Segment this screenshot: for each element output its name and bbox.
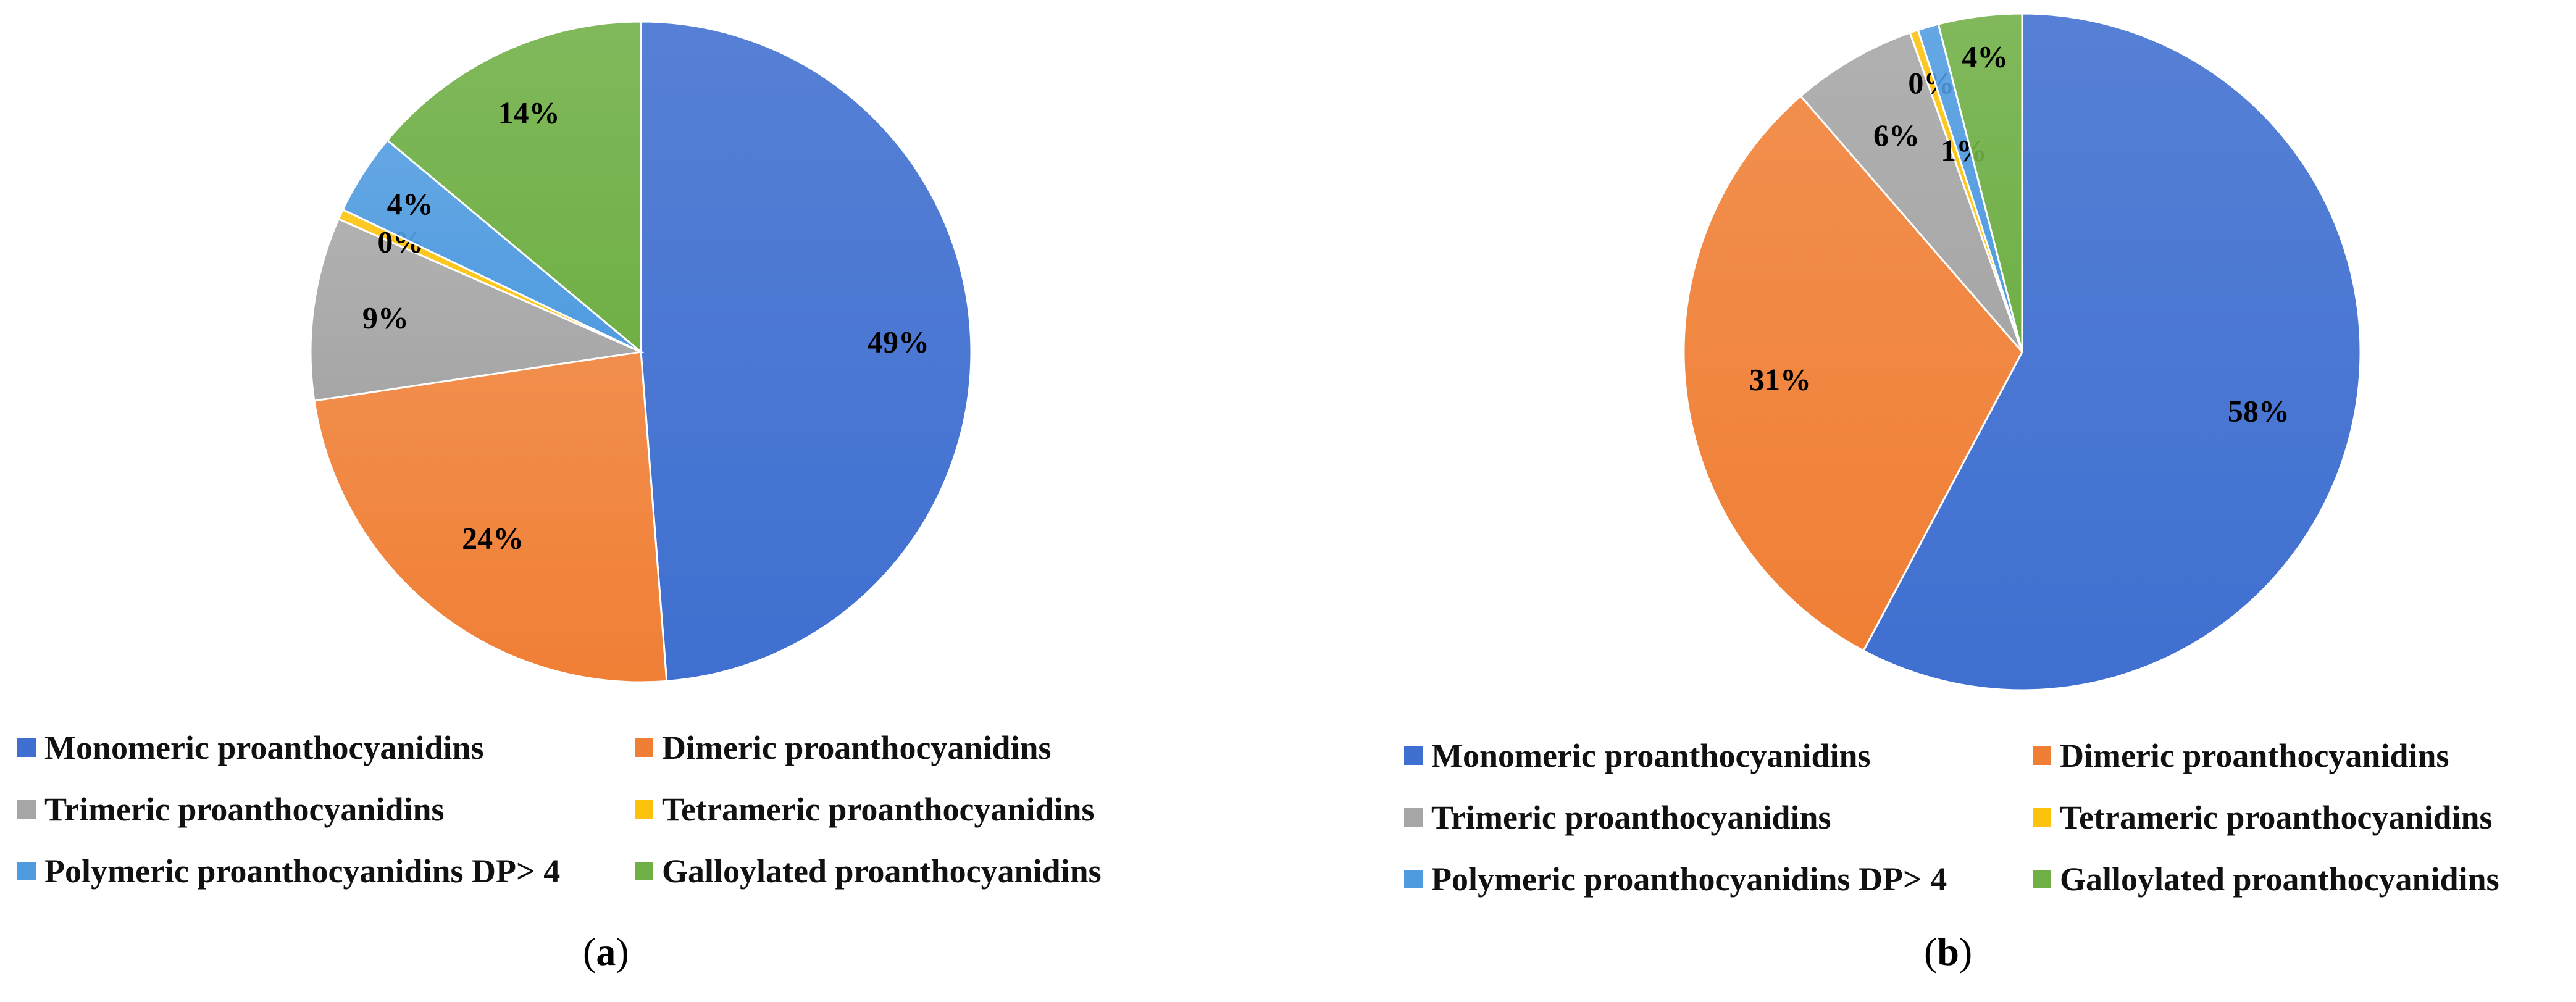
legend-item: Dimeric proanthocyanidins [2033,737,2449,775]
caption-b-letter: b [1937,930,1959,974]
legend-label: Monomeric proanthocyanidins [44,729,484,766]
slice-data-label: 24% [462,520,524,555]
slice-data-label: 4% [387,186,433,221]
pie-slice-monomeric-proanthocyanidins [640,20,972,682]
caption-b: (b) [1924,930,1973,974]
legend-item: Polymeric proanthocyanidins DP> 4 [1404,860,1947,898]
legend-item: Monomeric proanthocyanidins [17,729,484,767]
slice-data-label: 58% [2228,393,2290,428]
panel-a: 49% 24% 9% 0% 4% 14% Monomeric proanthocyanid… [17,20,1102,974]
legend-label: Polymeric proanthocyanidins DP> 4 [1431,861,1947,898]
legend-item: Trimeric proanthocyanidins [17,790,445,829]
legend-label: Dimeric proanthocyanidins [2060,737,2449,774]
legend-label: Monomeric proanthocyanidins [1431,737,1871,774]
legend-item: Polymeric proanthocyanidins DP> 4 [17,852,560,890]
legend-swatch [2033,808,2051,827]
slice-data-label: 4% [1962,40,2008,74]
legend-item: Tetrameric proanthocyanidins [2033,798,2493,837]
legend-swatch [1404,870,1423,888]
pie-slice-monomeric-proanthocyanidins [1862,12,2362,691]
legend-swatch [2033,746,2051,765]
legend-item: Trimeric proanthocyanidins [1404,798,1831,837]
legend-label: Trimeric proanthocyanidins [1431,799,1831,836]
pie-slice-galloylated-proanthocyanidins [386,20,642,354]
legend-label: Dimeric proanthocyanidins [662,729,1052,766]
slice-data-label: 9% [362,301,409,335]
pie-slice-dimeric-proanthocyanidins [313,351,668,683]
legend-label: Tetrameric proanthocyanidins [662,791,1095,828]
legend-swatch [635,738,653,757]
pie-chart-a: 49%24%9%0%4%14% [309,20,972,683]
legend-swatch [17,738,36,757]
panel-b: 58% 31% 6% 0% 1% 4% Monomeric proanthocyanidi… [1288,0,2576,1002]
legend-item: Galloylated proanthocyanidins [2033,860,2499,898]
legend-label: Tetrameric proanthocyanidins [2060,799,2493,836]
pie-slice-galloylated-proanthocyanidins [1937,12,2023,353]
caption-a-letter: a [596,930,616,974]
legend-swatch [17,862,36,880]
pie-slice-dimeric-proanthocyanidins [1683,94,2023,653]
legend-item: Dimeric proanthocyanidins [635,729,1052,767]
legend-label: Galloylated proanthocyanidins [662,853,1102,890]
legend-label: Polymeric proanthocyanidins DP> 4 [44,853,561,890]
legend-label: Galloylated proanthocyanidins [2060,861,2499,898]
slice-data-label: 14% [498,95,560,130]
pie-slice-trimeric-proanthocyanidins [1799,31,2023,353]
legend-item: Tetrameric proanthocyanidins [635,790,1095,829]
slice-data-label: 49% [868,325,929,359]
legend-label: Trimeric proanthocyanidins [44,791,445,828]
legend-swatch [17,800,36,819]
legend-swatch [635,800,653,819]
pie-slice-trimeric-proanthocyanidins [309,217,645,402]
legend-swatch [1404,746,1423,765]
legend-item: Monomeric proanthocyanidins [1404,737,1871,775]
slice-data-label: 31% [1749,362,1811,396]
pie-chart-b: 58%31%6%0%1%4% [1683,12,2362,691]
legend-item: Galloylated proanthocyanidins [635,852,1102,890]
legend-swatch [635,862,653,880]
slice-data-label: 6% [1873,118,1920,152]
caption-a: (a) [583,930,629,974]
legend-swatch [1404,808,1423,827]
legend-swatch [2033,870,2051,888]
